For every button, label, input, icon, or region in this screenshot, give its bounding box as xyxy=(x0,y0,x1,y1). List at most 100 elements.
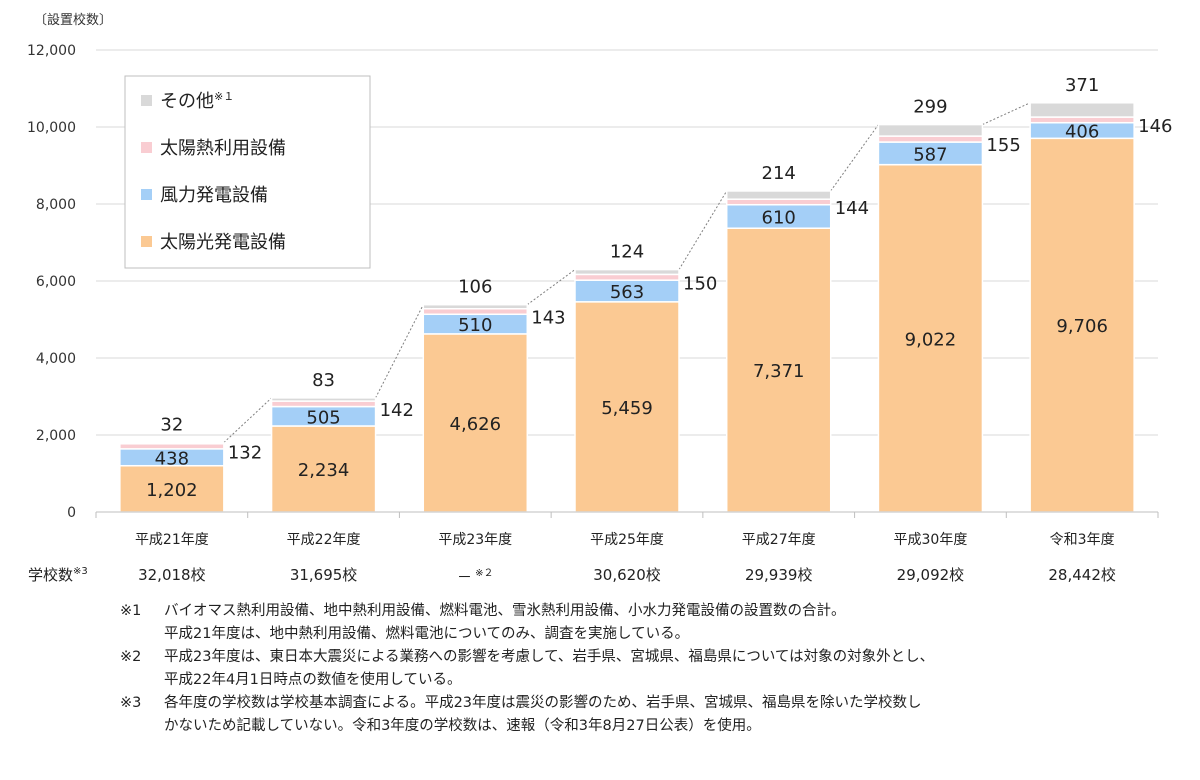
y-tick-label: 8,000 xyxy=(36,197,76,213)
y-tick-label: 2,000 xyxy=(36,428,76,444)
data-label: 406 xyxy=(1065,122,1099,143)
bar-segment xyxy=(877,135,984,143)
y-tick-label: 6,000 xyxy=(36,274,76,290)
footnote-text: バイオマス熱利用設備、地中熱利用設備、燃料電池、雪氷熱利用設備、小水力発電設備の… xyxy=(164,603,846,642)
bar-segment xyxy=(725,190,832,200)
x-tick-label: 平成25年度 xyxy=(590,532,664,548)
school-count-value: 32,018校 xyxy=(138,566,206,584)
data-label: 146 xyxy=(1138,116,1172,137)
footnote: ※2 平成23年度は、東日本大震災による業務への影響を考慮して、岩手県、宮城県、福… xyxy=(120,646,1180,692)
x-tick-label: 平成27年度 xyxy=(742,532,816,548)
legend-label: その他※１ xyxy=(160,90,234,112)
y-tick-label: 12,000 xyxy=(27,43,76,59)
y-axis-label: 〔設置校数〕 xyxy=(34,12,112,28)
bar-segment xyxy=(725,227,832,513)
y-tick-label: 4,000 xyxy=(36,351,76,367)
legend-swatch xyxy=(141,142,152,153)
footnote-text: 各年度の学校数は学校基本調査による。平成23年度は震災の影響のため、岩手県、宮城… xyxy=(164,695,922,734)
data-label: 587 xyxy=(913,144,947,165)
school-count-value: 28,442校 xyxy=(1048,566,1116,584)
footnote: ※1 バイオマス熱利用設備、地中熱利用設備、燃料電池、雪氷熱利用設備、小水力発電設… xyxy=(120,600,1180,646)
legend-box xyxy=(124,75,371,269)
data-label: 371 xyxy=(1065,75,1099,96)
data-label: 124 xyxy=(610,242,644,263)
data-labels: 1,202 438 132 32 2,234 505 142 83 4,626 510 143 106… xyxy=(146,75,1172,501)
connector-line xyxy=(830,124,879,192)
data-label: 132 xyxy=(228,442,262,463)
bar-segment xyxy=(1029,137,1135,513)
x-tick-label: 平成23年度 xyxy=(438,532,512,548)
connector-lines xyxy=(223,102,1031,443)
bar-segment xyxy=(119,464,225,513)
data-label: 155 xyxy=(986,135,1020,156)
connector-line xyxy=(223,397,272,443)
legend-label: 風力発電設備 xyxy=(160,185,268,206)
data-label: 610 xyxy=(762,207,796,228)
school-count-value: － ※２ xyxy=(456,568,494,586)
data-label: 1,202 xyxy=(146,480,198,501)
bars xyxy=(119,102,1135,513)
bar-segment xyxy=(270,397,377,402)
data-label: 150 xyxy=(683,273,717,294)
school-count-row: 学校数※3 32,018校 31,695校 － ※２ 30,620校 29,939校 29… xyxy=(0,560,1200,590)
footnotes: ※1 バイオマス熱利用設備、地中熱利用設備、燃料電池、雪氷熱利用設備、小水力発電設… xyxy=(120,600,1180,738)
data-label: 143 xyxy=(531,308,565,329)
bar-segment xyxy=(270,425,377,513)
school-count-value: 30,620校 xyxy=(593,566,661,584)
y-tick-label: 10,000 xyxy=(27,120,76,136)
data-label: 510 xyxy=(458,315,492,336)
footnote-mark: ※1 xyxy=(120,603,142,619)
data-label: 7,371 xyxy=(753,361,805,382)
bar-segment xyxy=(270,400,377,408)
bar-segment xyxy=(119,441,225,445)
x-tick-label: 令和3年度 xyxy=(1050,532,1115,548)
school-count-value: 29,092校 xyxy=(896,566,965,584)
data-label: 2,234 xyxy=(298,460,350,481)
school-count-value: 29,939校 xyxy=(744,566,813,584)
legend-label: 太陽熱利用設備 xyxy=(160,138,286,159)
connector-line xyxy=(678,190,728,270)
stacked-bar-chart: 0 2,000 4,000 6,000 8,000 10,000 12,000 〔設置校数〕… xyxy=(27,12,1173,548)
data-label: 144 xyxy=(835,198,869,219)
footnote-mark: ※3 xyxy=(120,695,142,711)
legend-label: 太陽光発電設備 xyxy=(160,232,286,253)
x-tick-label: 平成21年度 xyxy=(135,532,209,548)
data-label: 4,626 xyxy=(450,414,502,435)
data-label: 106 xyxy=(458,277,492,298)
x-axis: 平成21年度 平成22年度 平成23年度 平成25年度 平成27年度 平成30年度 令和3年… xyxy=(95,511,1159,548)
legend-swatch xyxy=(141,189,152,200)
data-label: 299 xyxy=(913,97,947,118)
connector-line xyxy=(982,102,1031,126)
bar-segment xyxy=(422,308,529,316)
bar-segment xyxy=(422,303,529,310)
bar-segment xyxy=(877,123,984,137)
data-label: 438 xyxy=(155,448,189,469)
y-tick-label: 0 xyxy=(67,505,76,521)
bar-segment xyxy=(725,198,832,206)
data-label: 9,022 xyxy=(905,329,957,350)
footnote-mark: ※2 xyxy=(120,649,142,665)
school-count-label: 学校数※3 xyxy=(28,566,88,584)
connector-line xyxy=(526,269,576,306)
bar-segment xyxy=(574,268,680,276)
bar-segment xyxy=(574,273,680,281)
data-label: 83 xyxy=(312,370,335,391)
data-label: 32 xyxy=(160,415,183,436)
connector-line xyxy=(375,304,424,399)
data-label: 5,459 xyxy=(601,398,653,419)
legend-swatch xyxy=(141,236,152,247)
data-label: 9,706 xyxy=(1056,316,1108,337)
legend-swatch xyxy=(141,95,152,106)
data-label: 563 xyxy=(610,282,644,303)
x-tick-label: 平成30年度 xyxy=(894,532,968,548)
data-label: 142 xyxy=(380,400,414,421)
school-count-value: 31,695校 xyxy=(289,566,358,584)
x-tick-label: 平成22年度 xyxy=(287,532,361,548)
bar-segment xyxy=(1029,102,1135,118)
y-axis: 0 2,000 4,000 6,000 8,000 10,000 12,000 xyxy=(27,43,76,521)
footnote-text: 平成23年度は、東日本大震災による業務への影響を考慮して、岩手県、宮城県、福島県… xyxy=(164,649,935,688)
data-label: 214 xyxy=(762,163,796,184)
data-label: 505 xyxy=(306,407,340,428)
footnote: ※3 各年度の学校数は学校基本調査による。平成23年度は震災の影響のため、岩手県、… xyxy=(120,692,1180,738)
